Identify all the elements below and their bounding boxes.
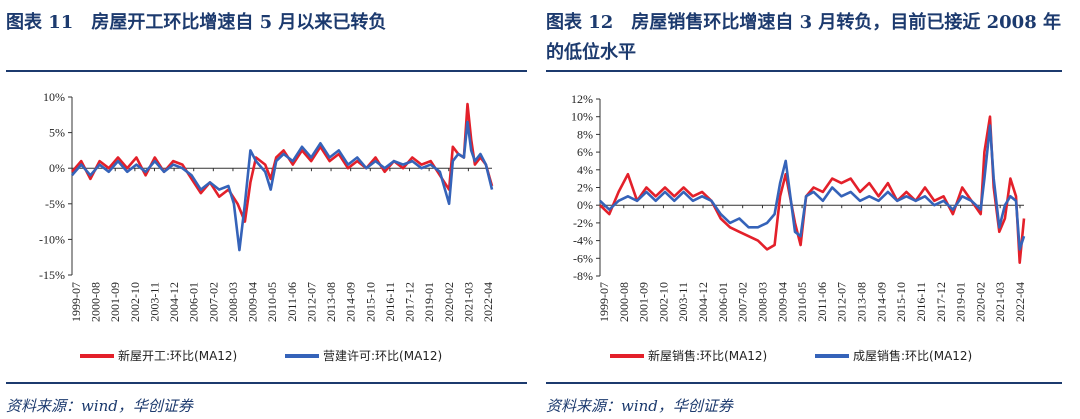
x-tick-label: 2011-06 <box>815 282 829 322</box>
series-line-1 <box>71 102 494 223</box>
y-tick-label: 12% <box>571 92 593 106</box>
x-tick-label: 2009-04 <box>775 282 789 322</box>
x-tick-label: 2011-06 <box>285 282 299 322</box>
x-tick-label: 2001-09 <box>637 282 651 322</box>
legend-label-1: 新屋开工:环比(MA12) <box>118 348 237 363</box>
y-tick-label: 10% <box>571 110 593 124</box>
x-tick-label: 2014-09 <box>874 282 888 322</box>
x-tick-label: 2015-10 <box>894 282 908 322</box>
x-tick-label: 2002-10 <box>128 282 142 322</box>
y-tick-label: -5% <box>45 197 65 211</box>
legend-label-2: 成屋销售:环比(MA12) <box>853 348 972 363</box>
bottom-rule <box>6 382 527 384</box>
x-tick-label: 2003-11 <box>147 282 161 322</box>
x-tick-label: 2013-08 <box>324 282 338 322</box>
x-tick-label: 2002-10 <box>656 282 670 322</box>
y-tick-label: -8% <box>573 269 593 283</box>
y-tick-label: -10% <box>39 232 65 246</box>
x-tick-label: 2022-04 <box>481 282 495 322</box>
x-tick-label: 2007-02 <box>736 282 750 322</box>
series-line-2 <box>599 124 1026 251</box>
x-tick-label: 2017-12 <box>934 282 948 322</box>
x-tick-label: 2014-09 <box>344 282 358 322</box>
x-tick-label: 2008-03 <box>226 282 240 322</box>
x-tick-label: 2000-08 <box>89 282 103 322</box>
x-tick-label: 1999-07 <box>69 282 83 322</box>
x-tick-label: 2021-03 <box>993 282 1007 322</box>
y-tick-label: -2% <box>573 216 593 230</box>
x-tick-label: 2013-08 <box>855 282 869 322</box>
x-tick-label: 2006-01 <box>187 282 201 322</box>
x-tick-label: 2012-07 <box>304 282 318 322</box>
chart-title: 图表 11 房屋开工环比增速自 5 月以来已转负 <box>6 12 387 33</box>
x-tick-label: 2020-02 <box>973 282 987 322</box>
x-tick-label: 2009-04 <box>246 282 260 322</box>
y-tick-label: -4% <box>573 234 593 248</box>
line-chart: 12% 10% 8% 6% 4% 2% 0% -2% -4% -6% -8% 1999-07 2000-… <box>571 92 1027 363</box>
x-tick-label: 2017-12 <box>403 282 417 322</box>
bottom-rule <box>546 382 1062 384</box>
x-tick-label: 2000-08 <box>617 282 631 322</box>
source-note: 资料来源：wind，华创证券 <box>546 397 733 415</box>
x-tick-label: 2003-11 <box>676 282 690 322</box>
source-note: 资料来源：wind，华创证券 <box>6 397 193 415</box>
x-tick-label: 2022-04 <box>1013 282 1027 322</box>
y-tick-label: 8% <box>577 127 593 141</box>
x-tick-label: 2004-12 <box>167 282 181 322</box>
x-tick-label: 2020-02 <box>442 282 456 322</box>
y-tick-label: 5% <box>49 126 65 140</box>
x-tick-label: 2019-01 <box>954 282 968 322</box>
x-tick-label: 2001-09 <box>108 282 122 322</box>
x-tick-label: 2019-01 <box>422 282 436 322</box>
y-tick-label: -15% <box>39 268 65 282</box>
x-tick-label: 2015-10 <box>363 282 377 322</box>
series-line-1 <box>599 115 1026 264</box>
x-tick-label: 2006-01 <box>716 282 730 322</box>
x-tick-label: 2004-12 <box>696 282 710 322</box>
legend-label-2: 营建许可:环比(MA12) <box>323 349 442 363</box>
line-chart: 10% 5% 0% -5% -10% -15% 1999-07 2000-08 2001-09 2… <box>39 90 495 363</box>
y-tick-label: 10% <box>43 90 65 104</box>
series-line-2 <box>71 120 494 252</box>
y-tick-label: -6% <box>573 251 593 265</box>
x-tick-label: 2010-05 <box>795 282 809 322</box>
title-rule <box>546 70 1062 72</box>
x-tick-label: 1999-07 <box>597 282 611 322</box>
chart-title: 图表 12 房屋销售环比增速自 3 月转负，目前已接近 2008 年的低位水平 <box>546 12 1062 63</box>
y-tick-label: 0% <box>49 161 65 175</box>
x-tick-label: 2016-11 <box>914 282 928 322</box>
x-tick-label: 2007-02 <box>206 282 220 322</box>
y-tick-label: 6% <box>577 145 593 159</box>
chart-panel-12: 图表 12 房屋销售环比增速自 3 月转负，目前已接近 2008 年的低位水平 … <box>540 0 1080 419</box>
legend-label-1: 新屋销售:环比(MA12) <box>648 348 767 363</box>
y-tick-label: 2% <box>577 181 593 195</box>
x-tick-label: 2012-07 <box>835 282 849 322</box>
x-tick-label: 2008-03 <box>755 282 769 322</box>
title-rule <box>6 70 527 72</box>
x-tick-label: 2016-11 <box>383 282 397 322</box>
x-tick-label: 2010-05 <box>265 282 279 322</box>
x-tick-label: 2021-03 <box>461 282 475 322</box>
chart-panel-11: 图表 11 房屋开工环比增速自 5 月以来已转负 10% 5% 0% -5% -10% -… <box>6 12 527 415</box>
y-tick-label: 4% <box>577 163 593 177</box>
y-tick-label: 0% <box>577 198 593 212</box>
